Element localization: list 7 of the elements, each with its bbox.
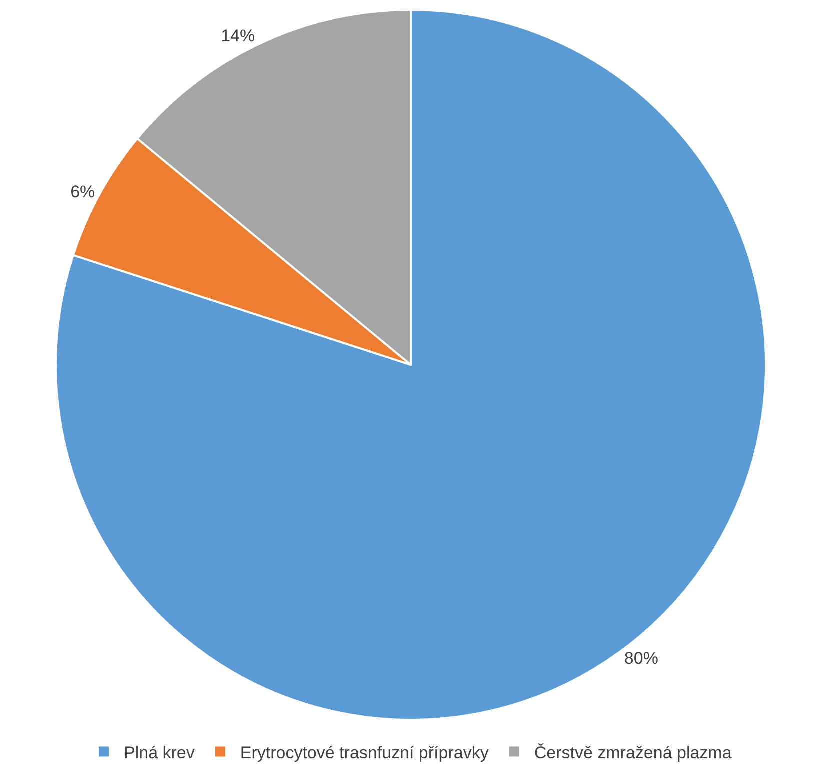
data-label: 14% [221,26,256,46]
data-label: 6% [70,182,96,202]
data-label: 80% [624,648,658,668]
pie-slice [56,9,767,721]
legend-label: Čerstvě zmražená plazma [534,743,732,762]
legend-label: Erytrocytové trasnfuzní přípravky [240,743,490,762]
legend-label: Plná krev [124,743,196,762]
